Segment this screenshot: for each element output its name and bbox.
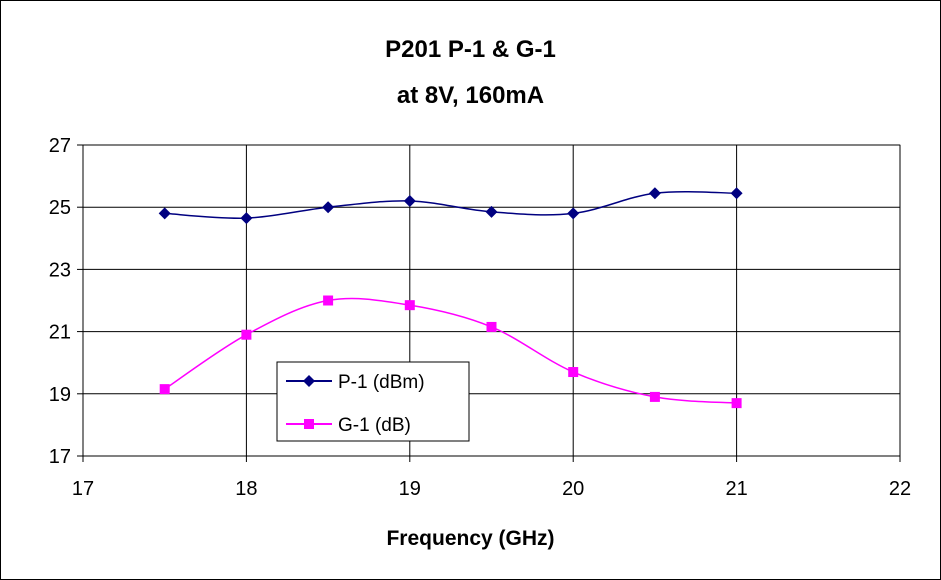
- legend-entry-p1: P-1 (dBm): [338, 372, 425, 393]
- series-line-p1: [164, 190, 737, 219]
- y-tick-label: 23: [49, 259, 71, 281]
- chart-title: P201 P-1 & G-1: [385, 36, 556, 63]
- y-tick-label: 21: [49, 322, 71, 344]
- legend-marker-p1: [303, 375, 315, 387]
- x-tick-label: 21: [725, 478, 747, 500]
- y-tick-label: 27: [49, 135, 71, 157]
- point-p1: [567, 207, 580, 220]
- point-g1: [486, 321, 497, 332]
- legend-marker-g1: [304, 419, 314, 429]
- x-tick-label: 19: [399, 478, 421, 500]
- axes: 17 19 21 23 25 27 17 18 19 20 21 22: [49, 135, 911, 500]
- point-p1: [240, 212, 253, 225]
- y-tick-label: 17: [49, 446, 71, 468]
- point-g1: [404, 300, 415, 311]
- point-p1: [648, 187, 661, 200]
- point-p1: [485, 205, 498, 218]
- x-tick-label: 17: [72, 478, 94, 500]
- x-tick-label: 20: [562, 478, 584, 500]
- x-axis-label: Frequency (GHz): [386, 527, 555, 550]
- point-p1: [403, 194, 416, 207]
- y-tick-label: 25: [49, 197, 71, 219]
- point-g1: [241, 329, 252, 340]
- x-tick-label: 22: [889, 478, 911, 500]
- plot-area: [82, 144, 901, 457]
- legend: P-1 (dBm) G-1 (dB): [276, 361, 470, 442]
- point-p1: [730, 187, 743, 200]
- point-g1: [323, 295, 334, 306]
- point-g1: [731, 398, 742, 409]
- point-g1: [649, 391, 660, 402]
- chart-subtitle: at 8V, 160mA: [396, 82, 545, 109]
- point-p1: [158, 207, 171, 220]
- point-g1: [159, 384, 170, 395]
- x-tick-label: 18: [235, 478, 257, 500]
- y-tick-label: 19: [49, 384, 71, 406]
- series-layer: [158, 187, 743, 409]
- series-line-g1: [164, 297, 737, 404]
- point-p1: [322, 201, 335, 214]
- point-g1: [568, 367, 579, 378]
- legend-entry-g1: G-1 (dB): [338, 415, 411, 436]
